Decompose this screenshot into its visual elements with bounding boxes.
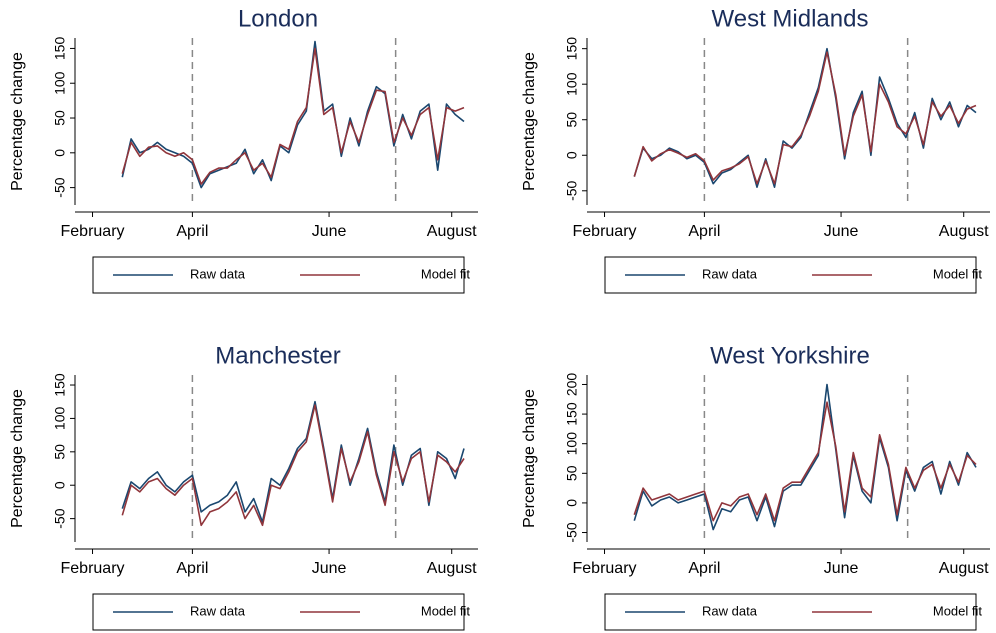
x-tick-label: April	[688, 223, 720, 240]
x-tick-label: April	[688, 560, 720, 577]
y-tick-label: -50	[52, 508, 68, 528]
series-line	[633, 51, 977, 185]
panel: West Midlands Percentage change -50 0 50 100 1…	[521, 5, 990, 294]
x-tick-label: June	[312, 223, 347, 240]
y-tick-label: 0	[52, 149, 68, 157]
series-line	[121, 47, 465, 185]
x-tick-label: February	[61, 223, 125, 240]
y-tick-label: 50	[564, 465, 580, 481]
y-tick-label: 100	[52, 407, 68, 431]
panel: Manchester Percentage change -50 0 50 100 150 F…	[9, 342, 478, 631]
x-tick-label: August	[427, 223, 477, 240]
y-tick-label: 150	[52, 37, 68, 61]
y-tick-label: -50	[564, 180, 580, 200]
y-tick-label: -50	[564, 522, 580, 542]
legend-label: Model fit	[933, 603, 983, 618]
x-tick-label: August	[427, 560, 477, 577]
x-tick-label: August	[939, 560, 989, 577]
y-tick-label: 50	[52, 444, 68, 460]
y-tick-label: 0	[564, 151, 580, 159]
x-tick-label: April	[176, 223, 208, 240]
legend-label: Model fit	[421, 266, 471, 281]
y-tick-label: 50	[564, 112, 580, 128]
panel: London Percentage change -50 0 50 100 150 Febru…	[9, 5, 478, 294]
y-tick-label: 150	[564, 402, 580, 426]
y-axis-label: Percentage change	[521, 52, 538, 191]
y-tick-label: 100	[52, 71, 68, 95]
y-tick-label: 100	[564, 432, 580, 456]
y-tick-label: 100	[564, 72, 580, 96]
legend-label: Raw data	[702, 603, 758, 618]
series-line	[633, 47, 977, 188]
panel: West Yorkshire Percentage change -50 0 50 100…	[521, 342, 990, 631]
x-tick-label: April	[176, 560, 208, 577]
y-axis-label: Percentage change	[9, 52, 26, 191]
x-tick-label: August	[939, 223, 989, 240]
series-line	[633, 383, 977, 531]
y-axis-label: Percentage change	[9, 389, 26, 528]
legend-label: Raw data	[190, 266, 246, 281]
y-tick-label: 200	[564, 373, 580, 397]
x-tick-label: June	[824, 223, 859, 240]
y-tick-label: 150	[52, 373, 68, 397]
x-tick-label: February	[573, 223, 637, 240]
y-axis-label: Percentage change	[521, 389, 538, 528]
panel-title: Manchester	[215, 342, 340, 369]
legend-label: Raw data	[190, 603, 246, 618]
panel-title: West Yorkshire	[710, 342, 870, 369]
legend-label: Raw data	[702, 266, 758, 281]
y-tick-label: 0	[52, 481, 68, 489]
y-tick-label: 50	[52, 110, 68, 126]
x-tick-label: February	[61, 560, 125, 577]
y-tick-label: 0	[564, 499, 580, 507]
series-line	[121, 404, 465, 527]
x-tick-label: February	[573, 560, 637, 577]
legend-label: Model fit	[933, 266, 983, 281]
y-tick-label: -50	[52, 177, 68, 197]
x-tick-label: June	[824, 560, 859, 577]
y-tick-label: 150	[564, 37, 580, 61]
panel-title: London	[238, 5, 318, 32]
series-line	[121, 40, 465, 189]
panel-title: West Midlands	[712, 5, 869, 32]
x-tick-label: June	[312, 560, 347, 577]
legend-label: Model fit	[421, 603, 471, 618]
series-line	[633, 401, 977, 522]
